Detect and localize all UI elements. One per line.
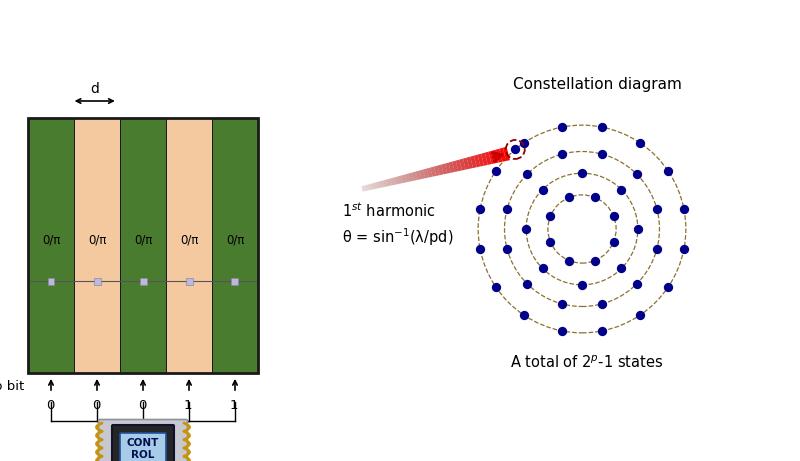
Bar [94, 278, 101, 285]
Point [678, 205, 690, 213]
Text: 0/π: 0/π [180, 234, 198, 247]
Point [536, 186, 549, 193]
Text: 0: 0 [138, 399, 146, 412]
Point [589, 194, 602, 201]
Text: 1: 1 [184, 399, 192, 412]
Text: CONT
ROL: CONT ROL [127, 438, 159, 460]
Point [562, 257, 575, 264]
Point [607, 238, 620, 246]
Point [615, 265, 628, 272]
Text: d: d [90, 82, 99, 96]
FancyBboxPatch shape [112, 425, 174, 461]
Bar [139, 278, 146, 285]
Point [544, 212, 557, 219]
Point [490, 283, 502, 290]
Point [555, 150, 568, 158]
Bar [186, 278, 193, 285]
Point [474, 205, 486, 213]
Point [501, 205, 514, 213]
Bar [212, 118, 258, 373]
Point [630, 280, 643, 288]
Point [634, 312, 646, 319]
Text: 0/π: 0/π [226, 234, 244, 247]
Point [631, 225, 644, 233]
Point [555, 327, 568, 335]
Bar [231, 278, 238, 285]
Text: 0/π: 0/π [42, 234, 60, 247]
Text: θ = sin$^{-1}$(λ/pd): θ = sin$^{-1}$(λ/pd) [342, 226, 454, 248]
Point [662, 283, 674, 290]
Point [589, 257, 602, 264]
Point [650, 205, 663, 213]
Bar [28, 118, 258, 373]
Point [662, 168, 674, 175]
Point [630, 171, 643, 178]
Text: Constellation diagram: Constellation diagram [513, 77, 682, 92]
Bar [47, 278, 54, 285]
Point [518, 312, 530, 319]
Point [518, 139, 530, 146]
Point [576, 281, 589, 289]
Point [521, 280, 534, 288]
Point [634, 139, 646, 146]
Point [544, 238, 557, 246]
Point [490, 168, 502, 175]
Point [596, 124, 609, 131]
Point [596, 327, 609, 335]
Point [555, 300, 568, 307]
Bar [120, 118, 166, 373]
Point [501, 245, 514, 253]
Point [596, 300, 609, 307]
FancyBboxPatch shape [120, 433, 166, 461]
Point [521, 171, 534, 178]
Point [555, 124, 568, 131]
Text: 0/π: 0/π [88, 234, 106, 247]
Point [650, 245, 663, 253]
Point [474, 246, 486, 253]
Point [562, 194, 575, 201]
Point [678, 246, 690, 253]
Text: A total of 2$^p$-1 states: A total of 2$^p$-1 states [510, 355, 663, 372]
Point [536, 265, 549, 272]
Point [607, 212, 620, 219]
Point [509, 146, 522, 153]
Point [520, 225, 533, 233]
FancyBboxPatch shape [98, 420, 187, 461]
Text: 1$^{st}$ harmonic: 1$^{st}$ harmonic [342, 201, 436, 220]
Text: p bit: p bit [0, 379, 24, 392]
Bar [28, 118, 74, 373]
Point [615, 186, 628, 193]
Text: 1: 1 [230, 399, 238, 412]
Text: 0: 0 [46, 399, 54, 412]
Bar [166, 118, 212, 373]
Bar [74, 118, 120, 373]
Text: 0/π: 0/π [134, 234, 152, 247]
Point [596, 150, 609, 158]
Point [576, 170, 589, 177]
Text: 0: 0 [92, 399, 100, 412]
